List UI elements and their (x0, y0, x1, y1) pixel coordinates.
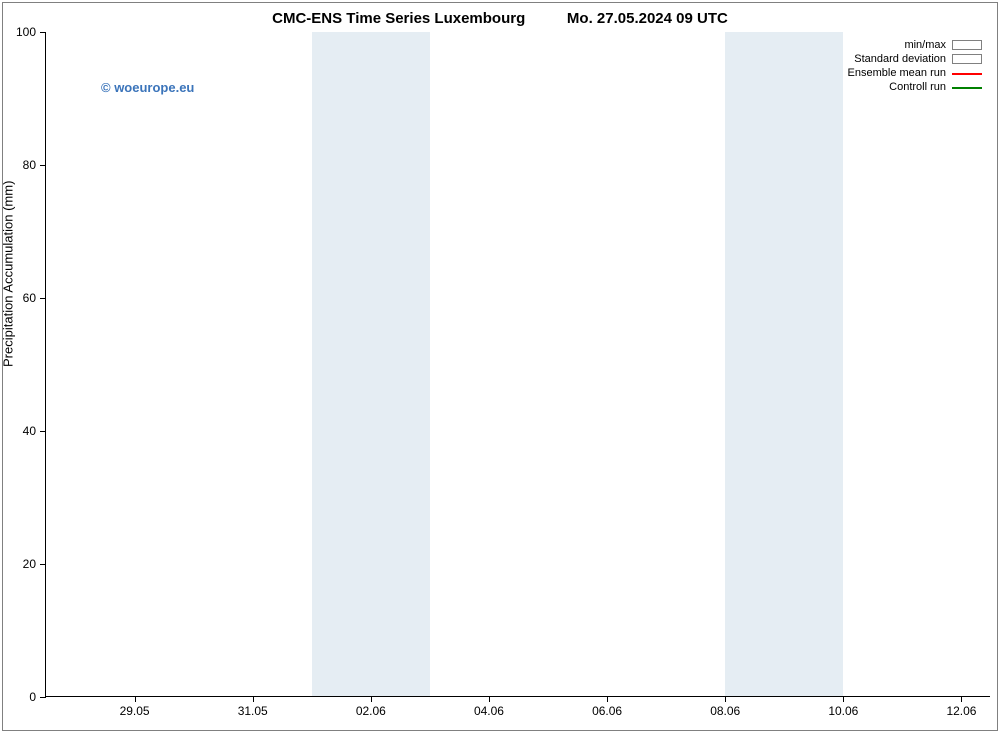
y-tick-label: 60 (23, 291, 46, 305)
x-tick-label: 29.05 (120, 696, 150, 718)
legend-label: Controll run (889, 81, 950, 93)
y-tick-label: 0 (29, 690, 46, 704)
legend: min/max Standard deviation Ensemble mean r… (848, 38, 982, 94)
y-axis-label: Precipitation Accumulation (mm) (1, 180, 16, 366)
x-tick-label: 02.06 (356, 696, 386, 718)
legend-swatch (952, 68, 982, 78)
legend-item: Controll run (848, 80, 982, 94)
legend-label: min/max (904, 39, 950, 51)
legend-swatch (952, 40, 982, 50)
weekend-shade (371, 32, 430, 696)
x-tick-label: 31.05 (238, 696, 268, 718)
y-tick-label: 20 (23, 557, 46, 571)
x-tick-label: 08.06 (710, 696, 740, 718)
legend-item: min/max (848, 38, 982, 52)
y-tick-label: 80 (23, 158, 46, 172)
x-tick-label: 10.06 (828, 696, 858, 718)
legend-item: Ensemble mean run (848, 66, 982, 80)
legend-swatch (952, 82, 982, 92)
weekend-shade (725, 32, 784, 696)
x-tick-label: 06.06 (592, 696, 622, 718)
legend-swatch (952, 54, 982, 64)
chart-title: CMC-ENS Time Series Luxembourg Mo. 27.05… (0, 10, 1000, 27)
legend-item: Standard deviation (848, 52, 982, 66)
y-tick-label: 100 (16, 25, 46, 39)
x-tick-label: 12.06 (946, 696, 976, 718)
weekend-shade (312, 32, 371, 696)
legend-label: Standard deviation (854, 53, 950, 65)
weekend-shade (784, 32, 843, 696)
watermark: © woeurope.eu (101, 80, 194, 95)
plot-area: © woeurope.eu min/max Standard deviation E… (45, 32, 990, 697)
x-tick-label: 04.06 (474, 696, 504, 718)
legend-label: Ensemble mean run (848, 67, 950, 79)
y-tick-label: 40 (23, 424, 46, 438)
